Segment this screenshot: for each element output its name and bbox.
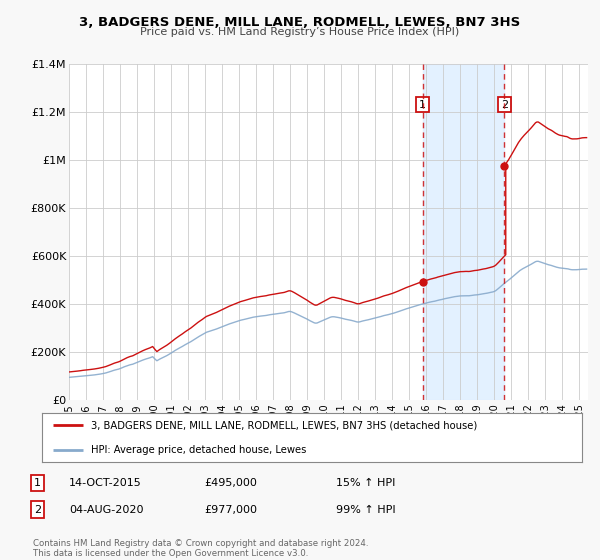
Text: 2: 2 bbox=[34, 505, 41, 515]
Text: 3, BADGERS DENE, MILL LANE, RODMELL, LEWES, BN7 3HS (detached house): 3, BADGERS DENE, MILL LANE, RODMELL, LEW… bbox=[91, 420, 477, 430]
Text: £977,000: £977,000 bbox=[204, 505, 257, 515]
Text: 15% ↑ HPI: 15% ↑ HPI bbox=[336, 478, 395, 488]
Text: Price paid vs. HM Land Registry’s House Price Index (HPI): Price paid vs. HM Land Registry’s House … bbox=[140, 27, 460, 37]
Text: £495,000: £495,000 bbox=[204, 478, 257, 488]
Text: 3, BADGERS DENE, MILL LANE, RODMELL, LEWES, BN7 3HS: 3, BADGERS DENE, MILL LANE, RODMELL, LEW… bbox=[79, 16, 521, 29]
Text: 99% ↑ HPI: 99% ↑ HPI bbox=[336, 505, 395, 515]
Text: This data is licensed under the Open Government Licence v3.0.: This data is licensed under the Open Gov… bbox=[33, 549, 308, 558]
Text: 14-OCT-2015: 14-OCT-2015 bbox=[69, 478, 142, 488]
Text: Contains HM Land Registry data © Crown copyright and database right 2024.: Contains HM Land Registry data © Crown c… bbox=[33, 539, 368, 548]
Text: 1: 1 bbox=[419, 100, 426, 110]
Bar bbox=[423, 64, 505, 400]
Text: 2: 2 bbox=[501, 100, 508, 110]
Text: 1: 1 bbox=[34, 478, 41, 488]
Text: 04-AUG-2020: 04-AUG-2020 bbox=[69, 505, 143, 515]
Text: HPI: Average price, detached house, Lewes: HPI: Average price, detached house, Lewe… bbox=[91, 445, 306, 455]
